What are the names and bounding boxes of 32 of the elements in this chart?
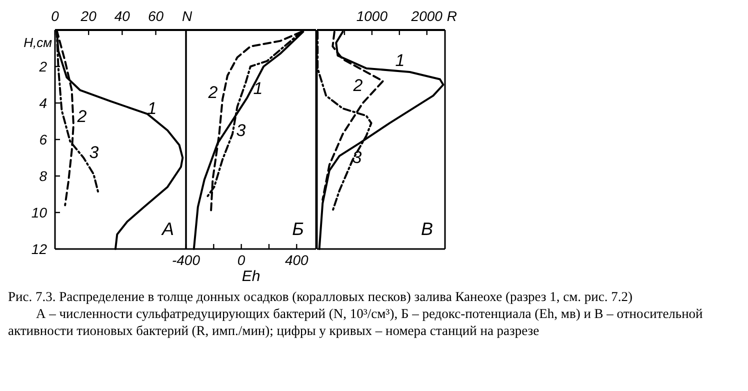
series-label: 3 [236,121,246,140]
y-tick-label: 8 [39,168,48,184]
x-tick-label: 20 [80,8,97,24]
x-axis-title: N [182,8,193,24]
text: Рис. 7.3. Распределение в толще донных осадков (коралловых песков) залива Канеохе (разрез 1, см. рис. 7.2) [8,288,634,305]
series-label: 2 [207,83,218,102]
y-tick-label: 12 [31,241,48,257]
x-axis-title: Eh [242,268,260,285]
text: Б [292,219,304,239]
x-tick-label: -400 [172,252,200,268]
x-tick-label: 1000 [356,8,388,24]
x-tick-label: 60 [148,8,164,24]
y-tick-label: 4 [39,95,48,111]
y-tick-label: 10 [31,204,48,220]
text: В [420,219,434,239]
text: А – численности сульфатредуцирующих бактерий (N, 10³/см³), Б – редокс-потенциала (Eh, мв) и В – относительной активности тионовых бактерий (R, имп./мин); цифры у кривых – номера станций на разрезе [8,305,704,339]
y-tick-label: 2 [38,58,48,74]
series-label: 2 [352,76,364,95]
text: А [160,219,174,239]
x-tick-label: 40 [114,8,130,24]
x-tick-label: 400 [284,252,309,268]
y-axis-title: Н,см [24,35,52,50]
series-label: 1 [253,79,263,98]
series-label: 1 [147,99,157,118]
series-label: 1 [395,51,405,70]
y-tick-label: 6 [39,132,48,148]
x-tick-label: 2000 [410,8,443,24]
series-label: 2 [76,107,88,126]
x-tick-label: 0 [237,252,246,268]
x-axis-title: R [446,8,457,24]
series-label: 3 [89,143,100,162]
x-tick-label: 0 [51,8,60,24]
